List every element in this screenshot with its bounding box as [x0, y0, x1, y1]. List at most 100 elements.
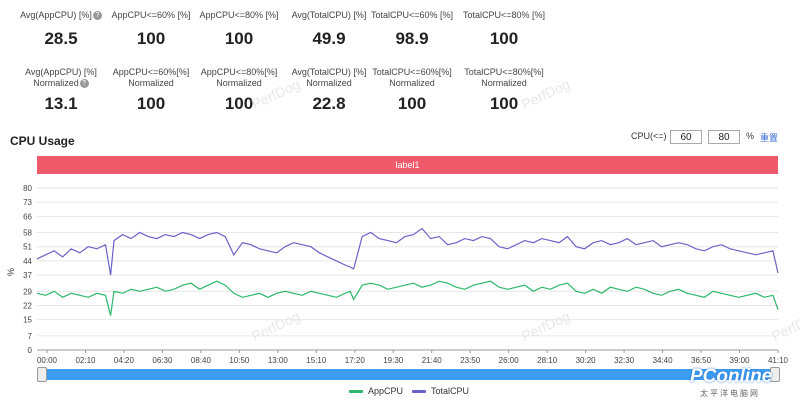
stat-value: 100 — [224, 29, 254, 48]
legend-label: TotalCPU — [431, 386, 470, 396]
x-tick-label: 19:30 — [383, 356, 404, 365]
x-tick-label: 04:20 — [114, 356, 135, 365]
stat-label: AppCPU<=60% [%] — [111, 10, 191, 20]
x-tick-label: 06:30 — [152, 356, 173, 365]
stat-appcpu-le60: AppCPU<=60% [%] 100 — [105, 10, 197, 49]
stat-value: 49.9 — [312, 29, 346, 48]
section-title: CPU Usage — [10, 134, 75, 148]
series-line-totalcpu — [36, 227, 779, 276]
series-line-appcpu — [36, 280, 779, 316]
stat-value: 100 — [397, 94, 427, 113]
stat-label-normalized: Normalized — [33, 78, 79, 88]
legend-appcpu[interactable]: AppCPU — [349, 386, 403, 396]
stat-avg-appcpu: Avg(AppCPU) [%]? 28.5 — [15, 10, 107, 49]
x-tick-label: 39:00 — [730, 356, 751, 365]
stat-value: 100 — [489, 29, 519, 48]
stat-totalcpu-le60-normalized: TotalCPU<=60%[%] Normalized 100 — [366, 67, 458, 114]
help-icon[interactable]: ? — [79, 79, 89, 89]
x-tick-label: 41:10 — [768, 356, 789, 365]
x-tick-label: 15:10 — [306, 356, 327, 365]
y-axis-unit: % — [6, 268, 16, 276]
x-tick-label: 23:50 — [460, 356, 481, 365]
stat-appcpu-le80: AppCPU<=80% [%] 100 — [193, 10, 285, 49]
reset-link[interactable]: 重置 — [760, 133, 779, 143]
x-tick-label: 34:40 — [653, 356, 674, 365]
zoom-slider-track[interactable] — [37, 369, 778, 380]
zoom-slider-handle-left[interactable] — [37, 367, 47, 382]
stat-label: TotalCPU<=80%[%] — [464, 67, 544, 77]
stat-label-normalized: Normalized — [306, 78, 352, 88]
stat-totalcpu-le80: TotalCPU<=80% [%] 100 — [458, 10, 550, 49]
legend-label: AppCPU — [368, 386, 404, 396]
threshold-input-2[interactable]: 80 — [708, 130, 740, 144]
stat-label: Avg(AppCPU) [%] — [25, 67, 97, 77]
threshold-input-1[interactable]: 60 — [670, 130, 702, 144]
y-tick-label: 51 — [23, 243, 32, 252]
x-tick-label: 32:30 — [614, 356, 635, 365]
x-tick-label: 28:10 — [537, 356, 558, 365]
stat-totalcpu-le60: TotalCPU<=60% [%] 98.9 — [366, 10, 458, 49]
stat-value: 100 — [136, 94, 166, 113]
brand-logo: PConline — [690, 366, 773, 387]
x-tick-label: 17:20 — [345, 356, 366, 365]
stat-value: 98.9 — [395, 29, 429, 48]
stat-avg-totalcpu-normalized: Avg(TotalCPU) [%] Normalized 22.8 — [283, 67, 375, 114]
stat-label: TotalCPU<=80% [%] — [462, 10, 546, 20]
y-tick-label: 66 — [23, 212, 32, 221]
stat-label: Avg(AppCPU) [%] — [20, 10, 92, 20]
stat-label-normalized: Normalized — [481, 78, 527, 88]
stat-label: AppCPU<=80% [%] — [199, 10, 279, 20]
x-axis-labels: 00:00 02:10 04:20 06:30 08:40 10:50 13:00 15:10… — [37, 350, 789, 365]
y-tick-label: 80 — [23, 184, 32, 193]
y-tick-label: 7 — [28, 332, 33, 341]
stat-label-normalized: Normalized — [389, 78, 435, 88]
x-tick-label: 08:40 — [191, 356, 212, 365]
brand-subtitle: 太平洋电脑网 — [700, 389, 760, 398]
zoom-slider-handle-right[interactable] — [770, 367, 780, 382]
x-tick-label: 21:40 — [422, 356, 443, 365]
stat-label: AppCPU<=80%[%] — [200, 67, 278, 77]
legend-swatch — [412, 389, 426, 393]
y-tick-label: 37 — [23, 271, 32, 280]
y-tick-label: 0 — [28, 346, 33, 355]
stat-totalcpu-le80-normalized: TotalCPU<=80%[%] Normalized 100 — [458, 67, 550, 114]
stat-appcpu-le80-normalized: AppCPU<=80%[%] Normalized 100 — [193, 67, 285, 114]
stat-value: 13.1 — [44, 94, 78, 113]
stat-label: AppCPU<=60%[%] — [112, 67, 190, 77]
y-tick-label: 22 — [23, 301, 32, 310]
label-bar[interactable]: label1 — [37, 156, 778, 174]
cpu-usage-chart[interactable]: 0 7 15 22 29 37 44 51 58 66 73 80 % 00:00 02:10 04:20… — [0, 178, 800, 366]
x-tick-label: 13:00 — [268, 356, 289, 365]
help-icon[interactable]: ? — [92, 11, 102, 21]
y-tick-label: 29 — [23, 287, 32, 296]
stat-label-normalized: Normalized — [216, 78, 262, 88]
cpu-threshold-label: CPU(<=) — [631, 131, 667, 141]
chart-lines — [36, 227, 779, 316]
stat-label-normalized: Normalized — [128, 78, 174, 88]
x-tick-label: 00:00 — [37, 356, 58, 365]
stat-avg-totalcpu: Avg(TotalCPU) [%] 49.9 — [283, 10, 375, 49]
chart-grid — [37, 187, 778, 351]
legend-totalcpu[interactable]: TotalCPU — [412, 386, 469, 396]
stat-value: 100 — [224, 94, 254, 113]
x-tick-label: 36:50 — [691, 356, 712, 365]
x-tick-label: 30:20 — [576, 356, 597, 365]
legend-swatch — [349, 389, 363, 393]
stat-label: TotalCPU<=60% [%] — [370, 10, 454, 20]
stat-appcpu-le60-normalized: AppCPU<=60%[%] Normalized 100 — [105, 67, 197, 114]
x-tick-label: 02:10 — [75, 356, 96, 365]
y-tick-label: 44 — [23, 257, 32, 266]
percent-unit: % — [746, 131, 755, 141]
y-axis-labels: 0 7 15 22 29 37 44 51 58 66 73 80 — [23, 184, 32, 355]
x-tick-label: 26:00 — [499, 356, 520, 365]
y-tick-label: 15 — [23, 316, 32, 325]
x-tick-label: 10:50 — [229, 356, 250, 365]
y-tick-label: 73 — [23, 198, 32, 207]
stat-avg-appcpu-normalized: Avg(AppCPU) [%] Normalized? 13.1 — [15, 67, 107, 114]
stat-label: Avg(TotalCPU) [%] — [291, 10, 367, 20]
stat-value: 100 — [136, 29, 166, 48]
y-tick-label: 58 — [23, 229, 32, 238]
stat-label: TotalCPU<=60%[%] — [372, 67, 452, 77]
stat-value: 28.5 — [44, 29, 78, 48]
stat-value: 100 — [489, 94, 519, 113]
